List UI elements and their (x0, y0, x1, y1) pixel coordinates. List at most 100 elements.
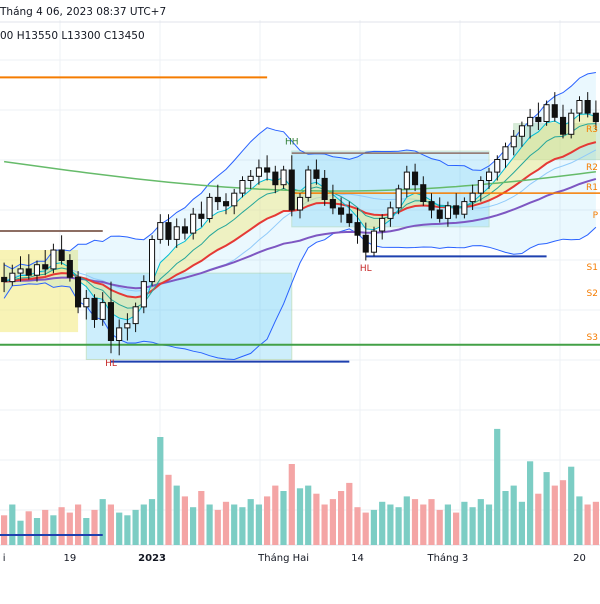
volume-bar (461, 501, 468, 545)
candle-body (264, 167, 271, 173)
candle-body (362, 234, 369, 253)
candle-body (461, 201, 468, 215)
candle-body (502, 146, 509, 160)
x-tick-label: Tháng Hai (257, 552, 309, 564)
volume-bar (288, 464, 295, 545)
volume-bar (305, 485, 312, 545)
candle-body (50, 249, 57, 270)
candle-body (535, 116, 542, 123)
candle-body (288, 169, 295, 211)
candle-body (280, 169, 287, 186)
volume-bar (469, 507, 476, 545)
candle-body (165, 222, 172, 240)
candle-body (420, 184, 427, 202)
volume-bar (296, 488, 304, 545)
volume-bar (370, 509, 377, 545)
candle-body (58, 249, 65, 261)
volume-bar (132, 509, 139, 545)
volume-bar (453, 512, 460, 545)
volume-bar (428, 499, 435, 545)
candle-body (527, 116, 534, 127)
volume-bar (592, 501, 599, 545)
x-axis: i 19 2023 Tháng Hai 14 Tháng 3 20 (3, 552, 586, 564)
volume-bar (25, 511, 32, 546)
candle-body (568, 112, 575, 135)
volume-bar (17, 520, 24, 545)
pivot-label: R1 (586, 183, 598, 193)
pivot-label: S1 (587, 263, 598, 273)
annotations: HH HL HL R3 R2 R1 P S1 S2 S3 (105, 125, 598, 369)
volume-bar (444, 504, 451, 545)
candle-body (518, 125, 526, 137)
candle-body (560, 116, 567, 135)
volume-bar (239, 507, 246, 545)
volume-bar (518, 501, 525, 545)
horizontal-levels (0, 76, 600, 536)
volume-bar (584, 504, 591, 545)
volume-bar (190, 507, 197, 545)
volume-bar (313, 493, 320, 545)
pivot-label: P (593, 211, 599, 221)
candle-body (239, 180, 246, 194)
volume-bar (321, 504, 328, 545)
candle-body (247, 175, 254, 182)
volume-bar (107, 504, 114, 545)
candle-body (338, 207, 345, 215)
candle-body (25, 268, 32, 276)
volume-bar (99, 499, 106, 545)
volume-bar (198, 491, 205, 545)
header-datetime: Tháng 4 06, 2023 08:37 UTC+7 (0, 6, 167, 18)
zone-box (513, 123, 600, 160)
candle-body (66, 260, 73, 278)
ema-slow-line (4, 177, 597, 290)
volume-bar (75, 504, 82, 545)
candle-body (584, 100, 591, 114)
candle-body (486, 171, 493, 182)
candle-body (33, 264, 41, 276)
candle-body (231, 192, 238, 207)
volume-bar (420, 504, 427, 545)
volume-bar (124, 515, 131, 545)
volume-bar (502, 491, 509, 545)
candle-body (149, 239, 156, 283)
candle-body (75, 276, 82, 308)
candle-body (190, 213, 197, 234)
volume-bar (165, 474, 172, 545)
candle-body (592, 112, 599, 123)
candle-body (9, 272, 16, 283)
volume-bar (403, 496, 410, 545)
volume-bar (280, 491, 287, 545)
candle-body (124, 323, 131, 329)
candle-body (42, 264, 49, 270)
x-tick-label: 14 (351, 553, 364, 564)
ema-long-line (4, 160, 596, 192)
volume-bar (148, 499, 156, 545)
candle-body (132, 306, 139, 325)
pivot-annotation: HL (360, 264, 372, 274)
candle-body (329, 199, 336, 209)
candle-body (223, 201, 230, 207)
candle-body (107, 302, 115, 342)
pivot-annotation: HH (285, 138, 299, 148)
volume-bar (494, 428, 501, 545)
zone-box (0, 250, 79, 333)
volume-bar (551, 485, 558, 545)
volume-bar (33, 518, 41, 545)
volume-bar (354, 507, 361, 545)
candle-body (321, 177, 328, 200)
volume-bar (568, 466, 575, 545)
candle-body (181, 226, 188, 234)
volume-bar (329, 499, 336, 545)
header-ohlc: 00 H13550 L13300 C13450 (0, 30, 145, 42)
pivot-label: S3 (587, 333, 598, 343)
volume-bar (346, 482, 353, 545)
candle-body (412, 171, 419, 186)
ma-ribbon (4, 114, 596, 320)
volume-bar (485, 504, 493, 545)
volume-bar (231, 504, 238, 545)
candle-body (83, 297, 90, 308)
candle-body (551, 104, 558, 118)
candle-body (576, 100, 583, 114)
